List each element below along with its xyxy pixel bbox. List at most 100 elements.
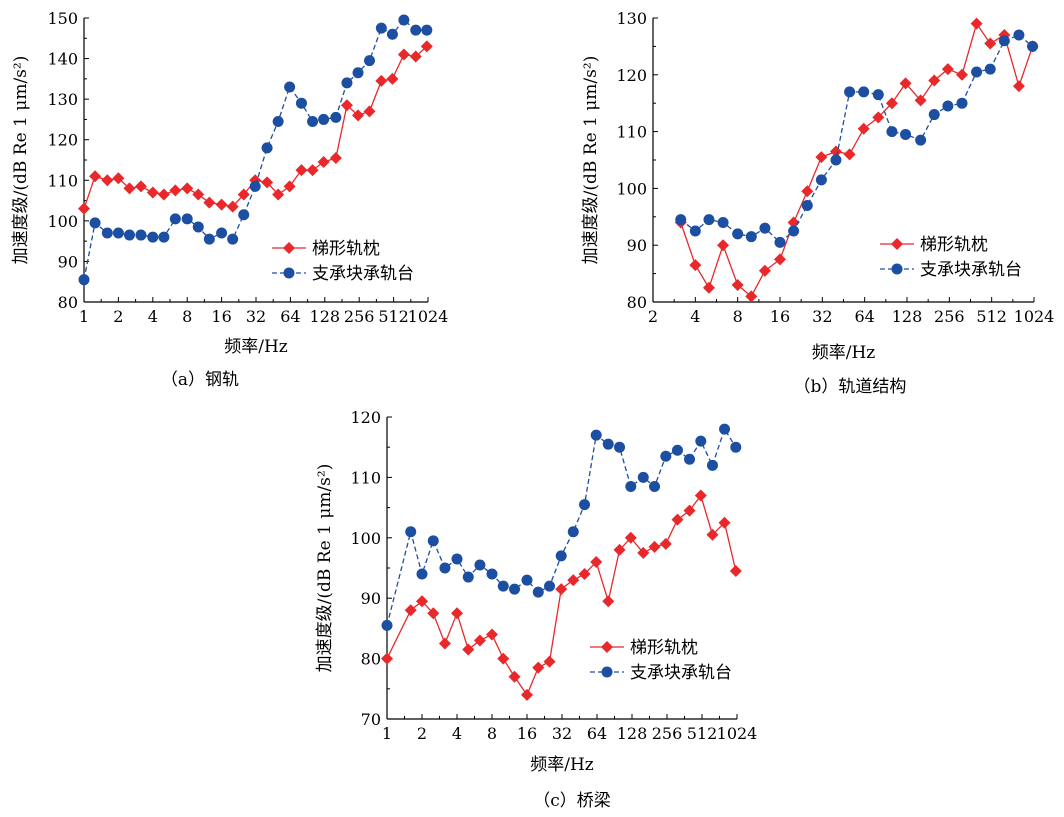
data-point-series-2 [706,459,718,471]
data-point-series-2 [1013,29,1025,41]
data-point-series-2 [439,562,451,574]
data-point-series-1 [731,278,744,291]
data-point-series-1 [984,37,997,50]
data-point-series-2 [386,28,398,40]
legend-label: 支承块承轨台 [920,260,1022,280]
data-point-series-2 [405,526,417,538]
data-point-series-1 [899,77,912,90]
data-point-series-2 [398,14,410,26]
data-point-series-2 [421,24,433,36]
data-point-series-2 [703,214,715,226]
data-point-series-2 [984,63,996,75]
x-tick-label: 64 [587,724,607,743]
data-point-series-2 [416,568,428,580]
data-point-series-2 [998,35,1010,47]
x-tick-label: 8 [487,724,497,743]
data-point-series-1 [928,74,941,87]
data-point-series-2 [567,526,579,538]
series-line-2 [680,34,1033,244]
data-point-series-1 [89,170,102,183]
legend-marker [283,267,295,279]
x-tick-label: 8 [182,307,192,326]
data-point-series-2 [352,67,364,79]
data-point-series-1 [602,595,615,608]
y-tick-label: 120 [350,408,381,427]
data-point-series-1 [497,652,510,665]
data-point-series-2 [649,480,661,492]
x-tick-label: 2 [417,724,427,743]
data-point-series-1 [473,634,486,647]
x-tick-label: 1 [382,724,392,743]
data-point-series-2 [614,441,626,453]
data-point-series-2 [637,471,649,483]
data-point-series-2 [410,24,422,36]
data-point-series-1 [416,595,428,608]
data-point-series-1 [1012,80,1025,93]
data-point-series-1 [717,239,730,252]
y-tick-label: 90 [58,252,78,271]
data-point-series-2 [815,174,827,186]
data-point-series-2 [451,553,463,565]
panel-caption: （a）钢轨 [161,370,239,390]
x-tick-label: 32 [246,307,266,326]
data-point-series-1 [112,172,125,185]
y-tick-label: 90 [627,236,647,255]
x-tick-label: 32 [812,307,832,326]
data-point-series-1 [404,604,417,617]
x-tick-label: 256 [344,307,375,326]
x-tick-label: 4 [148,307,158,326]
data-point-series-1 [521,688,533,701]
data-point-series-2 [689,225,701,237]
x-tick-label: 32 [552,724,572,743]
data-point-series-1 [758,264,771,277]
data-point-series-1 [375,74,388,87]
data-point-series-2 [341,77,353,89]
legend-marker [891,238,903,250]
data-point-series-2 [192,221,204,233]
data-point-series-2 [956,97,968,109]
data-point-series-2 [788,225,800,237]
data-point-series-2 [759,222,771,234]
y-tick-label: 110 [47,171,78,190]
data-point-series-1 [420,40,433,53]
panel-b: 2 4 8 16 32 64 128 256 512 1024 80 90 100 110 120 130 梯形… [581,9,1054,397]
data-point-series-2 [671,444,683,456]
data-point-series-1 [624,531,637,544]
data-point-series-1 [261,176,274,189]
y-tick-label: 150 [47,9,78,28]
data-point-series-2 [900,128,912,140]
data-point-series-2 [602,438,614,450]
data-point-series-1 [729,565,742,578]
data-point-series-1 [134,180,147,193]
legend-marker [601,641,613,653]
data-point-series-2 [915,134,927,146]
data-point-series-1 [829,145,842,158]
data-point-series-1 [648,540,661,553]
data-point-series-2 [717,216,729,228]
data-point-series-2 [295,97,307,109]
data-point-series-2 [261,142,273,154]
x-axis-label: 频率/Hz [224,337,288,357]
data-point-series-2 [181,213,193,225]
data-point-series-2 [123,229,135,241]
y-tick-label: 130 [47,90,78,109]
data-point-series-1 [543,655,556,668]
data-point-series-2 [590,429,602,441]
data-point-series-1 [508,670,521,683]
x-tick-label: 512 [976,307,1007,326]
data-point-series-1 [970,17,983,30]
y-axis-label: 加速度级/(dB Re 1 μm/s²) [581,56,601,265]
data-point-series-1 [451,607,463,620]
data-point-series-2 [89,217,101,229]
legend-marker [601,666,613,678]
y-tick-label: 70 [361,710,381,729]
y-tick-label: 120 [47,131,78,150]
data-point-series-1 [317,156,330,169]
data-point-series-1 [146,186,159,199]
y-tick-label: 140 [47,50,78,69]
y-tick-label: 80 [58,293,78,312]
data-point-series-1 [567,574,580,587]
data-point-series-2 [203,233,215,245]
x-tick-label: 128 [310,307,341,326]
data-point-series-1 [683,504,696,517]
